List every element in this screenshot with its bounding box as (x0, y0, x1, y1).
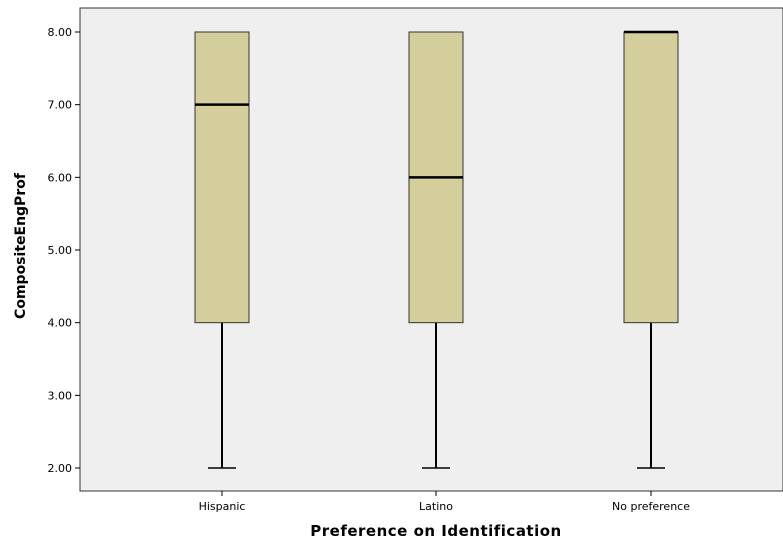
y-tick-label: 7.00 (48, 99, 73, 112)
x-tick-label: Latino (419, 500, 453, 513)
x-axis: Hispanic Latino No preference (199, 491, 690, 513)
x-tick-label: No preference (612, 500, 690, 513)
y-tick-label: 8.00 (48, 26, 73, 39)
box-iqr (623, 31, 679, 324)
x-axis-title: Preference on Identification (310, 522, 561, 540)
y-tick-label: 5.00 (48, 244, 73, 257)
y-tick-label: 3.00 (48, 389, 73, 402)
box-latino (408, 31, 464, 469)
y-tick-label: 4.00 (48, 317, 73, 330)
box-hispanic (194, 31, 250, 469)
y-axis: 2.00 3.00 4.00 5.00 6.00 7.00 8.00 (48, 26, 80, 475)
box-iqr (194, 31, 250, 324)
box-no-preference (623, 30, 679, 469)
boxes (194, 30, 679, 469)
y-axis-title: CompositeEngProf (13, 172, 29, 319)
y-tick-label: 6.00 (48, 171, 73, 184)
x-tick-label: Hispanic (199, 500, 246, 513)
y-tick-label: 2.00 (48, 462, 73, 475)
